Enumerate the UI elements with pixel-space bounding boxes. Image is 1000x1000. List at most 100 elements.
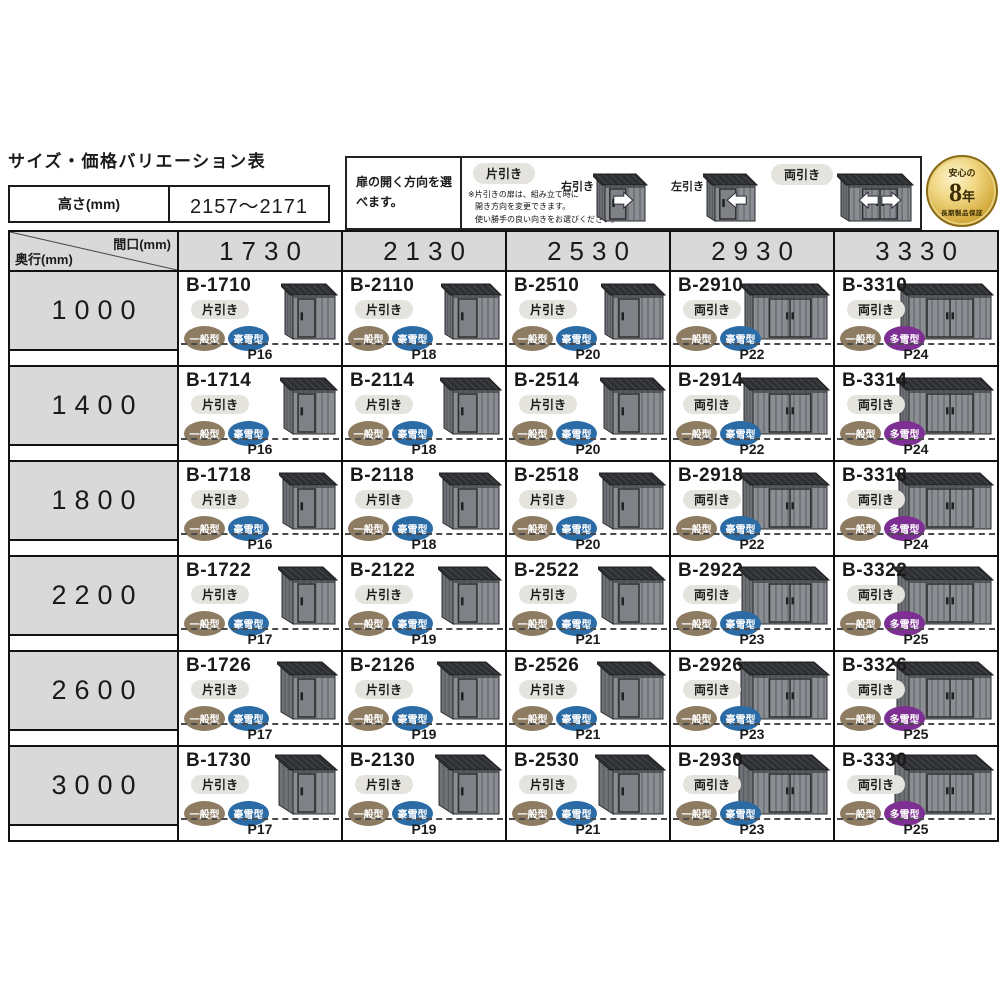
door-type-pill: 片引き — [519, 300, 578, 319]
door-type-pill: 両引き — [847, 490, 906, 509]
page-reference: P20 — [575, 441, 601, 457]
dashed-divider — [345, 628, 503, 630]
type-badges: 一般型 豪雪型 — [184, 326, 269, 351]
door-type-pill: 片引き — [355, 300, 414, 319]
model-number: B-2118 — [350, 465, 415, 486]
type-badges: 一般型 豪雪型 — [348, 421, 433, 446]
type-badges: 一般型 多雪型 — [840, 706, 925, 731]
type-badge: 一般型 — [512, 611, 553, 636]
legend-notes: ※片引きの扉は、組み立て時に 開き方向を変更できます。 使い勝手の良い向きをお選… — [468, 189, 619, 226]
model-number: B-3322 — [842, 560, 908, 581]
type-badges: 一般型 豪雪型 — [676, 326, 761, 351]
model-number: B-2526 — [514, 655, 580, 676]
type-badge: 一般型 — [184, 611, 225, 636]
row-depth-cell: 2600 — [10, 652, 177, 745]
door-type-pill: 片引き — [191, 300, 250, 319]
door-type-pill: 片引き — [191, 680, 250, 699]
type-badge: 豪雪型 — [720, 326, 761, 351]
product-cell: B-3314 両引き 一般型 多雪型 P24 — [833, 367, 997, 460]
warranty-top-text: 安心の — [948, 167, 976, 178]
door-type-pill: 片引き — [355, 775, 414, 794]
page-reference: P17 — [247, 631, 273, 647]
page-reference: P20 — [575, 346, 601, 362]
dashed-divider — [837, 343, 995, 345]
column-header: 3330 — [833, 232, 997, 270]
page-reference: P25 — [903, 726, 929, 742]
door-type-pill: 片引き — [355, 395, 414, 414]
shed-image-icon — [733, 655, 831, 722]
product-cell: B-2118 片引き 一般型 豪雪型 P18 — [341, 462, 505, 555]
type-badge: 一般型 — [512, 421, 553, 446]
shed-image-icon — [889, 655, 995, 722]
product-cell: B-3322 両引き一般型 多雪型 P25 — [833, 557, 997, 650]
model-number: B-2926 — [678, 655, 744, 676]
shed-image-icon — [734, 560, 831, 627]
type-badges: 一般型 豪雪型 — [512, 326, 597, 351]
type-badge: 一般型 — [840, 611, 881, 636]
type-badge: 一般型 — [184, 706, 225, 731]
row-depth-cell: 3000 — [10, 747, 177, 840]
depth-value: 2600 — [10, 652, 177, 731]
dashed-divider — [345, 438, 503, 440]
type-badge: 一般型 — [676, 421, 717, 446]
dashed-divider — [181, 533, 339, 535]
type-badges: 一般型 豪雪型 — [184, 801, 269, 826]
type-badge: 一般型 — [840, 706, 881, 731]
door-type-pill: 両引き — [847, 680, 906, 699]
table-row: 1400 B-1714 片引き 一般型 豪雪型 P16 B-2114 片引き 一般型 豪雪型 P18… — [10, 365, 997, 460]
type-badge: 多雪型 — [884, 611, 925, 636]
page-reference: P21 — [575, 631, 601, 647]
column-header: 2530 — [505, 232, 669, 270]
dashed-divider — [673, 533, 831, 535]
model-number: B-1714 — [186, 370, 252, 391]
row-depth-cell: 2200 — [10, 557, 177, 650]
page-reference: P23 — [739, 726, 765, 742]
model-number: B-2114 — [350, 370, 415, 391]
row-depth-cell: 1000 — [10, 272, 177, 365]
type-badges: 一般型 豪雪型 — [184, 421, 269, 446]
shed-image-icon — [892, 371, 995, 437]
door-type-pill: 片引き — [355, 680, 414, 699]
product-cell: B-2130 片引き 一般型 豪雪型 P19 — [341, 747, 505, 840]
page-reference: P25 — [903, 631, 929, 647]
model-number: B-2518 — [514, 465, 580, 486]
corner-cell: 間口(mm) 奥行(mm) — [10, 232, 177, 270]
type-badges: 一般型 豪雪型 — [512, 801, 597, 826]
shed-image-icon — [737, 277, 831, 342]
shed-image-icon — [277, 277, 339, 342]
door-type-pill: 片引き — [355, 490, 414, 509]
type-badge: 多雪型 — [884, 801, 925, 826]
page-reference: P21 — [575, 726, 601, 742]
product-cell: B-2518 片引き 一般型 豪雪型 P20 — [505, 462, 669, 555]
table-row: 2600 B-1726 片引き 一般型 豪雪型 P17 B-2126 片引き 一般型 豪雪型 P19… — [10, 650, 997, 745]
type-badges: 一般型 豪雪型 — [512, 421, 597, 446]
shed-image-icon — [431, 748, 503, 817]
model-number: B-1718 — [186, 465, 252, 486]
model-number: B-2918 — [678, 465, 744, 486]
height-label: 高さ(mm) — [10, 187, 170, 221]
dashed-divider — [345, 723, 503, 725]
model-number: B-2130 — [350, 750, 416, 771]
type-badge: 豪雪型 — [228, 611, 269, 636]
type-badge: 一般型 — [348, 516, 389, 541]
model-number: B-1722 — [186, 560, 252, 581]
diagonal-line — [10, 232, 177, 270]
depth-value: 3000 — [10, 747, 177, 826]
type-badge: 一般型 — [348, 326, 389, 351]
dashed-divider — [509, 723, 667, 725]
page-reference: P23 — [739, 821, 765, 837]
type-badge: 豪雪型 — [556, 421, 597, 446]
shed-image-icon — [891, 466, 995, 532]
door-type-pill: 両引き — [847, 775, 906, 794]
product-cell: B-1710 片引き 一般型 豪雪型 P16 — [177, 272, 341, 365]
type-badge: 豪雪型 — [556, 611, 597, 636]
page-reference: P18 — [411, 441, 437, 457]
type-badges: 一般型 豪雪型 — [184, 706, 269, 731]
depth-value: 2200 — [10, 557, 177, 636]
door-type-pill: 片引き — [191, 775, 250, 794]
dashed-divider — [837, 723, 995, 725]
door-type-pill: 両引き — [847, 585, 906, 604]
type-badges: 一般型 豪雪型 — [348, 611, 433, 636]
model-number: B-2522 — [514, 560, 580, 581]
type-badge: 豪雪型 — [720, 801, 761, 826]
